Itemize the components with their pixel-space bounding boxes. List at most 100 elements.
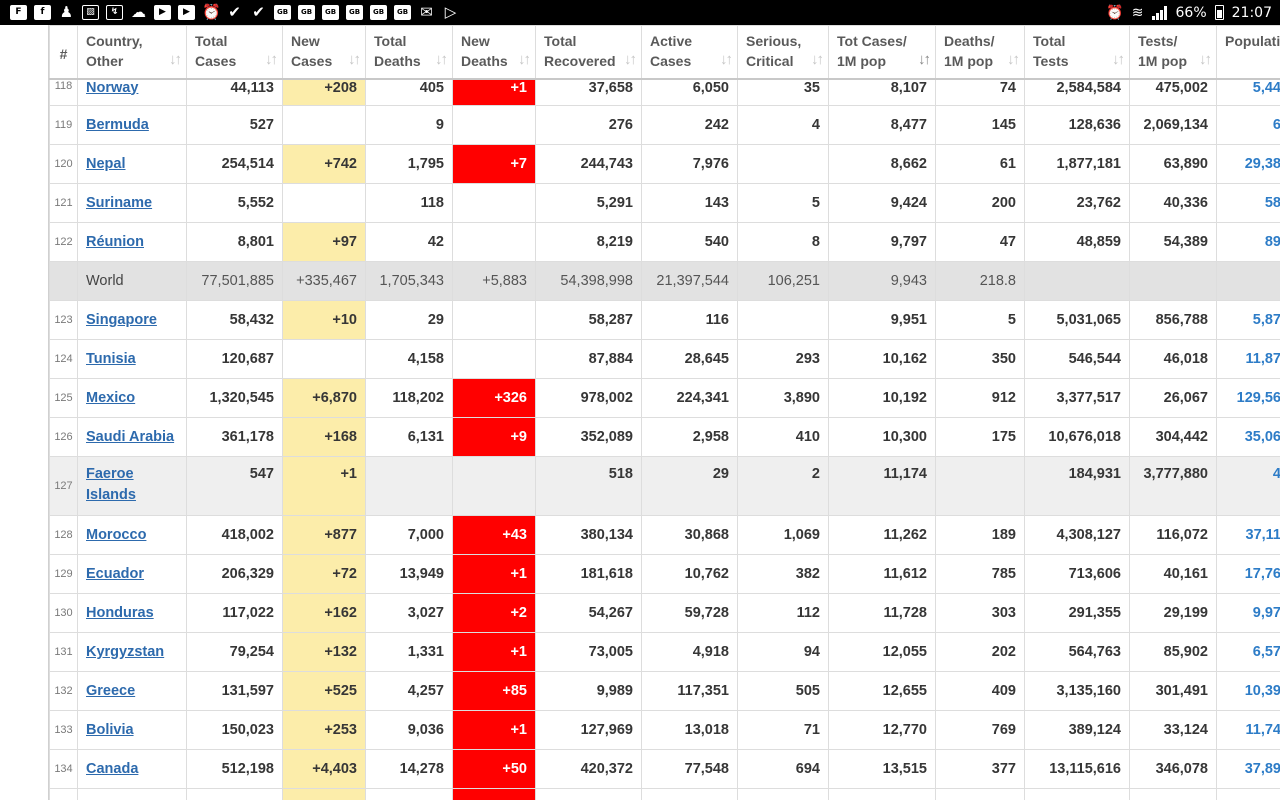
country-link[interactable]: Kyrgyzstan bbox=[86, 644, 165, 660]
country-link[interactable]: Morocco bbox=[86, 527, 147, 543]
cell-new-deaths bbox=[452, 339, 536, 379]
country-link[interactable]: Honduras bbox=[86, 605, 154, 621]
country-link[interactable]: Nepal bbox=[86, 156, 126, 172]
country-link[interactable]: Singapore bbox=[86, 312, 157, 328]
cell-active-cases: 21,397,544 bbox=[641, 261, 738, 301]
header-deaths-per-1m[interactable]: Deaths/ 1M pop ↓↑ bbox=[935, 25, 1025, 80]
cell-total-deaths: 1,795 bbox=[365, 144, 453, 184]
cell-cases-per-1m: 11,262 bbox=[828, 515, 936, 555]
cell-total-deaths: 405 bbox=[365, 78, 453, 106]
country-link[interactable]: Suriname bbox=[86, 195, 153, 211]
cell-active-cases: 59,728 bbox=[641, 593, 738, 633]
cell-total-tests: 1,877,181 bbox=[1024, 144, 1130, 184]
cell-total-tests: 5,031,065 bbox=[1024, 300, 1130, 340]
table-row: 118 Norway 44,113 +208 405 +1 37,658 6,050 35 8,1… bbox=[49, 78, 1280, 106]
cell-cases-per-1m: 11,174 bbox=[828, 456, 936, 516]
cell-population: 5,87 bbox=[1216, 300, 1280, 340]
cell-active-cases: 242 bbox=[641, 105, 738, 145]
cell-deaths-per-1m bbox=[935, 788, 1025, 800]
cell-num: 124 bbox=[49, 339, 78, 379]
header-new-deaths[interactable]: New Deaths ↓↑ bbox=[452, 25, 536, 80]
sort-icon[interactable]: ↓↑ bbox=[624, 51, 637, 68]
cell-cases-per-1m: 9,797 bbox=[828, 222, 936, 262]
header-tests-per-1m[interactable]: Tests/ 1M pop ↓↑ bbox=[1129, 25, 1217, 80]
cell-tests-per-1m: 301,491 bbox=[1129, 671, 1217, 711]
sort-icon[interactable]: ↓↑ bbox=[1112, 51, 1125, 68]
cell-new-cases: +4,403 bbox=[282, 749, 366, 789]
cell-total-deaths: 4,257 bbox=[365, 671, 453, 711]
table-row bbox=[49, 788, 1280, 800]
battery-percent: 66% bbox=[1175, 4, 1207, 21]
cell-tests-per-1m: 29,199 bbox=[1129, 593, 1217, 633]
covid-table-container[interactable]: # Country, Other ↓↑ Total Cases ↓↑ New Cases ↓… bbox=[48, 25, 1280, 800]
country-link[interactable]: Bermuda bbox=[86, 117, 149, 133]
table-row: 132 Greece 131,597 +525 4,257 +85 9,989 117,351… bbox=[49, 671, 1280, 711]
country-link[interactable]: Saudi Arabia bbox=[86, 429, 175, 445]
cell-total-recovered: 58,287 bbox=[535, 300, 642, 340]
cell-serious: 293 bbox=[737, 339, 829, 379]
country-link[interactable]: Bolivia bbox=[86, 722, 134, 738]
sort-icon[interactable]: ↓↑ bbox=[918, 51, 931, 68]
cell-country: Tunisia bbox=[77, 339, 187, 379]
table-row: 124 Tunisia 120,687 4,158 87,884 28,645 293 10,… bbox=[49, 339, 1280, 379]
cell-active-cases: 117,351 bbox=[641, 671, 738, 711]
cell-new-deaths: +50 bbox=[452, 749, 536, 789]
country-link[interactable]: Tunisia bbox=[86, 351, 136, 367]
cell-population: 58 bbox=[1216, 183, 1280, 223]
cell-total-deaths: 1,331 bbox=[365, 632, 453, 672]
sort-icon[interactable]: ↓↑ bbox=[435, 51, 448, 68]
cell-serious: 5 bbox=[737, 183, 829, 223]
sort-icon[interactable]: ↓↑ bbox=[811, 51, 824, 68]
sort-icon[interactable]: ↓↑ bbox=[348, 51, 361, 68]
cell-active-cases bbox=[641, 788, 738, 800]
country-link[interactable]: Greece bbox=[86, 683, 136, 699]
sort-icon[interactable]: ↓↑ bbox=[1007, 51, 1020, 68]
header-total-deaths[interactable]: Total Deaths ↓↑ bbox=[365, 25, 453, 80]
alarm-icon: ⏰ bbox=[202, 3, 221, 21]
cell-total-recovered: 73,005 bbox=[535, 632, 642, 672]
cell-country: Nepal bbox=[77, 144, 187, 184]
header-serious[interactable]: Serious, Critical ↓↑ bbox=[737, 25, 829, 80]
cell-tests-per-1m: 63,890 bbox=[1129, 144, 1217, 184]
cell-deaths-per-1m: 912 bbox=[935, 378, 1025, 418]
cell-cases-per-1m: 11,728 bbox=[828, 593, 936, 633]
header-total-cases[interactable]: Total Cases ↓↑ bbox=[186, 25, 283, 80]
gb-icon: GB bbox=[298, 5, 315, 20]
header-label: Deaths/ 1M pop bbox=[944, 33, 995, 69]
youtube-icon: ▶ bbox=[154, 5, 171, 20]
sort-icon[interactable]: ↓↑ bbox=[169, 51, 182, 68]
cell-total-cases: 254,514 bbox=[186, 144, 283, 184]
alarm-icon: ⏰ bbox=[1106, 4, 1124, 21]
country-link[interactable]: Ecuador bbox=[86, 566, 145, 582]
cell-total-cases bbox=[186, 788, 283, 800]
header-new-cases[interactable]: New Cases ↓↑ bbox=[282, 25, 366, 80]
sort-icon[interactable]: ↓↑ bbox=[265, 51, 278, 68]
cell-tests-per-1m: 26,067 bbox=[1129, 378, 1217, 418]
header-cases-per-1m[interactable]: Tot Cases/ 1M pop ↓↑ bbox=[828, 25, 936, 80]
header-country[interactable]: Country, Other ↓↑ bbox=[77, 25, 187, 80]
cell-total-deaths: 118 bbox=[365, 183, 453, 223]
cell-total-recovered: 380,134 bbox=[535, 515, 642, 555]
table-body: 118 Norway 44,113 +208 405 +1 37,658 6,050 35 8,1… bbox=[49, 78, 1280, 800]
header-active-cases[interactable]: Active Cases ↓↑ bbox=[641, 25, 738, 80]
sort-icon[interactable]: ↓↑ bbox=[518, 51, 531, 68]
cell-total-tests: 2,584,584 bbox=[1024, 78, 1130, 106]
country-link[interactable]: Mexico bbox=[86, 390, 136, 406]
sort-icon[interactable]: ↓↑ bbox=[1199, 51, 1212, 68]
cell-deaths-per-1m: 145 bbox=[935, 105, 1025, 145]
country-link[interactable]: Canada bbox=[86, 761, 139, 777]
header-total-tests[interactable]: Total Tests ↓↑ bbox=[1024, 25, 1130, 80]
cell-total-deaths bbox=[365, 456, 453, 516]
country-link[interactable]: Norway bbox=[86, 79, 139, 96]
cell-new-deaths: +2 bbox=[452, 593, 536, 633]
country-link[interactable]: Réunion bbox=[86, 234, 144, 250]
cell-serious: 2 bbox=[737, 456, 829, 516]
sort-icon[interactable]: ↓↑ bbox=[720, 51, 733, 68]
cell-country: Ecuador bbox=[77, 554, 187, 594]
country-link[interactable]: Faeroe Islands bbox=[86, 466, 136, 503]
header-total-recovered[interactable]: Total Recovered ↓↑ bbox=[535, 25, 642, 80]
header-label: Total Cases bbox=[195, 33, 237, 69]
cell-total-tests bbox=[1024, 261, 1130, 301]
facebook-icon: f bbox=[34, 5, 51, 20]
youtube-icon: ▶ bbox=[178, 5, 195, 20]
